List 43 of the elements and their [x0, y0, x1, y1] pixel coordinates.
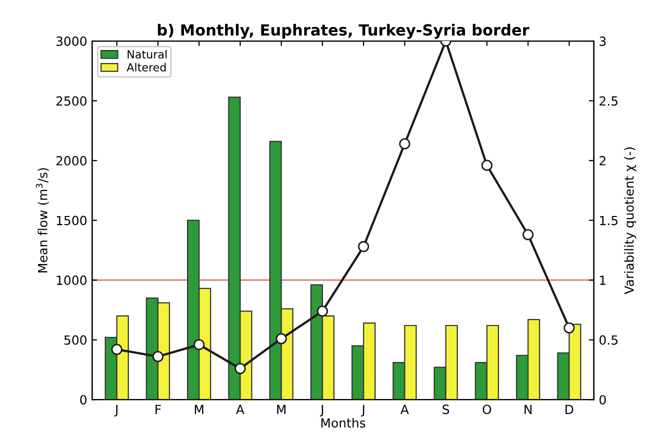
x-tick-label: A — [400, 404, 409, 414]
y2-axis-title: Variability quotient χ (-) — [624, 147, 636, 294]
point — [234, 362, 246, 374]
point — [399, 138, 410, 150]
x-tick-label: J — [320, 404, 324, 416]
y-tick-label: 0 — [80, 395, 86, 405]
y2-tick-label: 2 — [600, 156, 606, 166]
legend-label: Natural — [128, 50, 167, 59]
point — [152, 351, 164, 362]
y2-tick-label: 3 — [600, 36, 606, 46]
y2-tick-label: 1.5 — [600, 216, 618, 226]
x-tick-label: J — [114, 404, 118, 416]
y-tick-label: 3000 — [56, 36, 86, 46]
x-axis-title: Months — [321, 418, 366, 428]
point — [276, 333, 287, 344]
y-tick-label: 1000 — [56, 276, 86, 286]
y2-tick-label: 2.5 — [600, 96, 618, 106]
point — [316, 306, 328, 317]
x-tick-label: O — [482, 404, 492, 414]
x-tick-label: J — [361, 404, 364, 416]
chart-title: b) Monthly, Euphrates, Turkey-Syria border — [158, 24, 530, 39]
x-tick-label: M — [277, 404, 286, 414]
x-tick-label: A — [236, 404, 244, 414]
x-tick-label: D — [566, 404, 574, 414]
y-axis-title: Mean flow (m$^{3}$/s) — [36, 168, 49, 272]
x-tick-label: M — [194, 404, 204, 414]
x-tick-label: S — [442, 404, 450, 414]
point — [111, 344, 122, 355]
y2-tick-label: 1 — [600, 276, 606, 285]
point — [522, 229, 534, 240]
y-tick-label: 2000 — [56, 156, 86, 166]
point — [564, 322, 575, 334]
point — [194, 339, 205, 350]
y-tick-label: 1500 — [56, 216, 86, 226]
point — [358, 241, 370, 252]
legend-label: Altered — [126, 62, 166, 72]
y2-tick-label: 0 — [600, 395, 606, 405]
y-tick-label: 2500 — [56, 96, 86, 106]
y2-tick-label: 0.5 — [600, 335, 618, 345]
point — [481, 160, 492, 171]
x-tick-label: N — [524, 404, 532, 414]
x-tick-label: F — [156, 404, 161, 414]
y-tick-label: 500 — [64, 335, 86, 345]
